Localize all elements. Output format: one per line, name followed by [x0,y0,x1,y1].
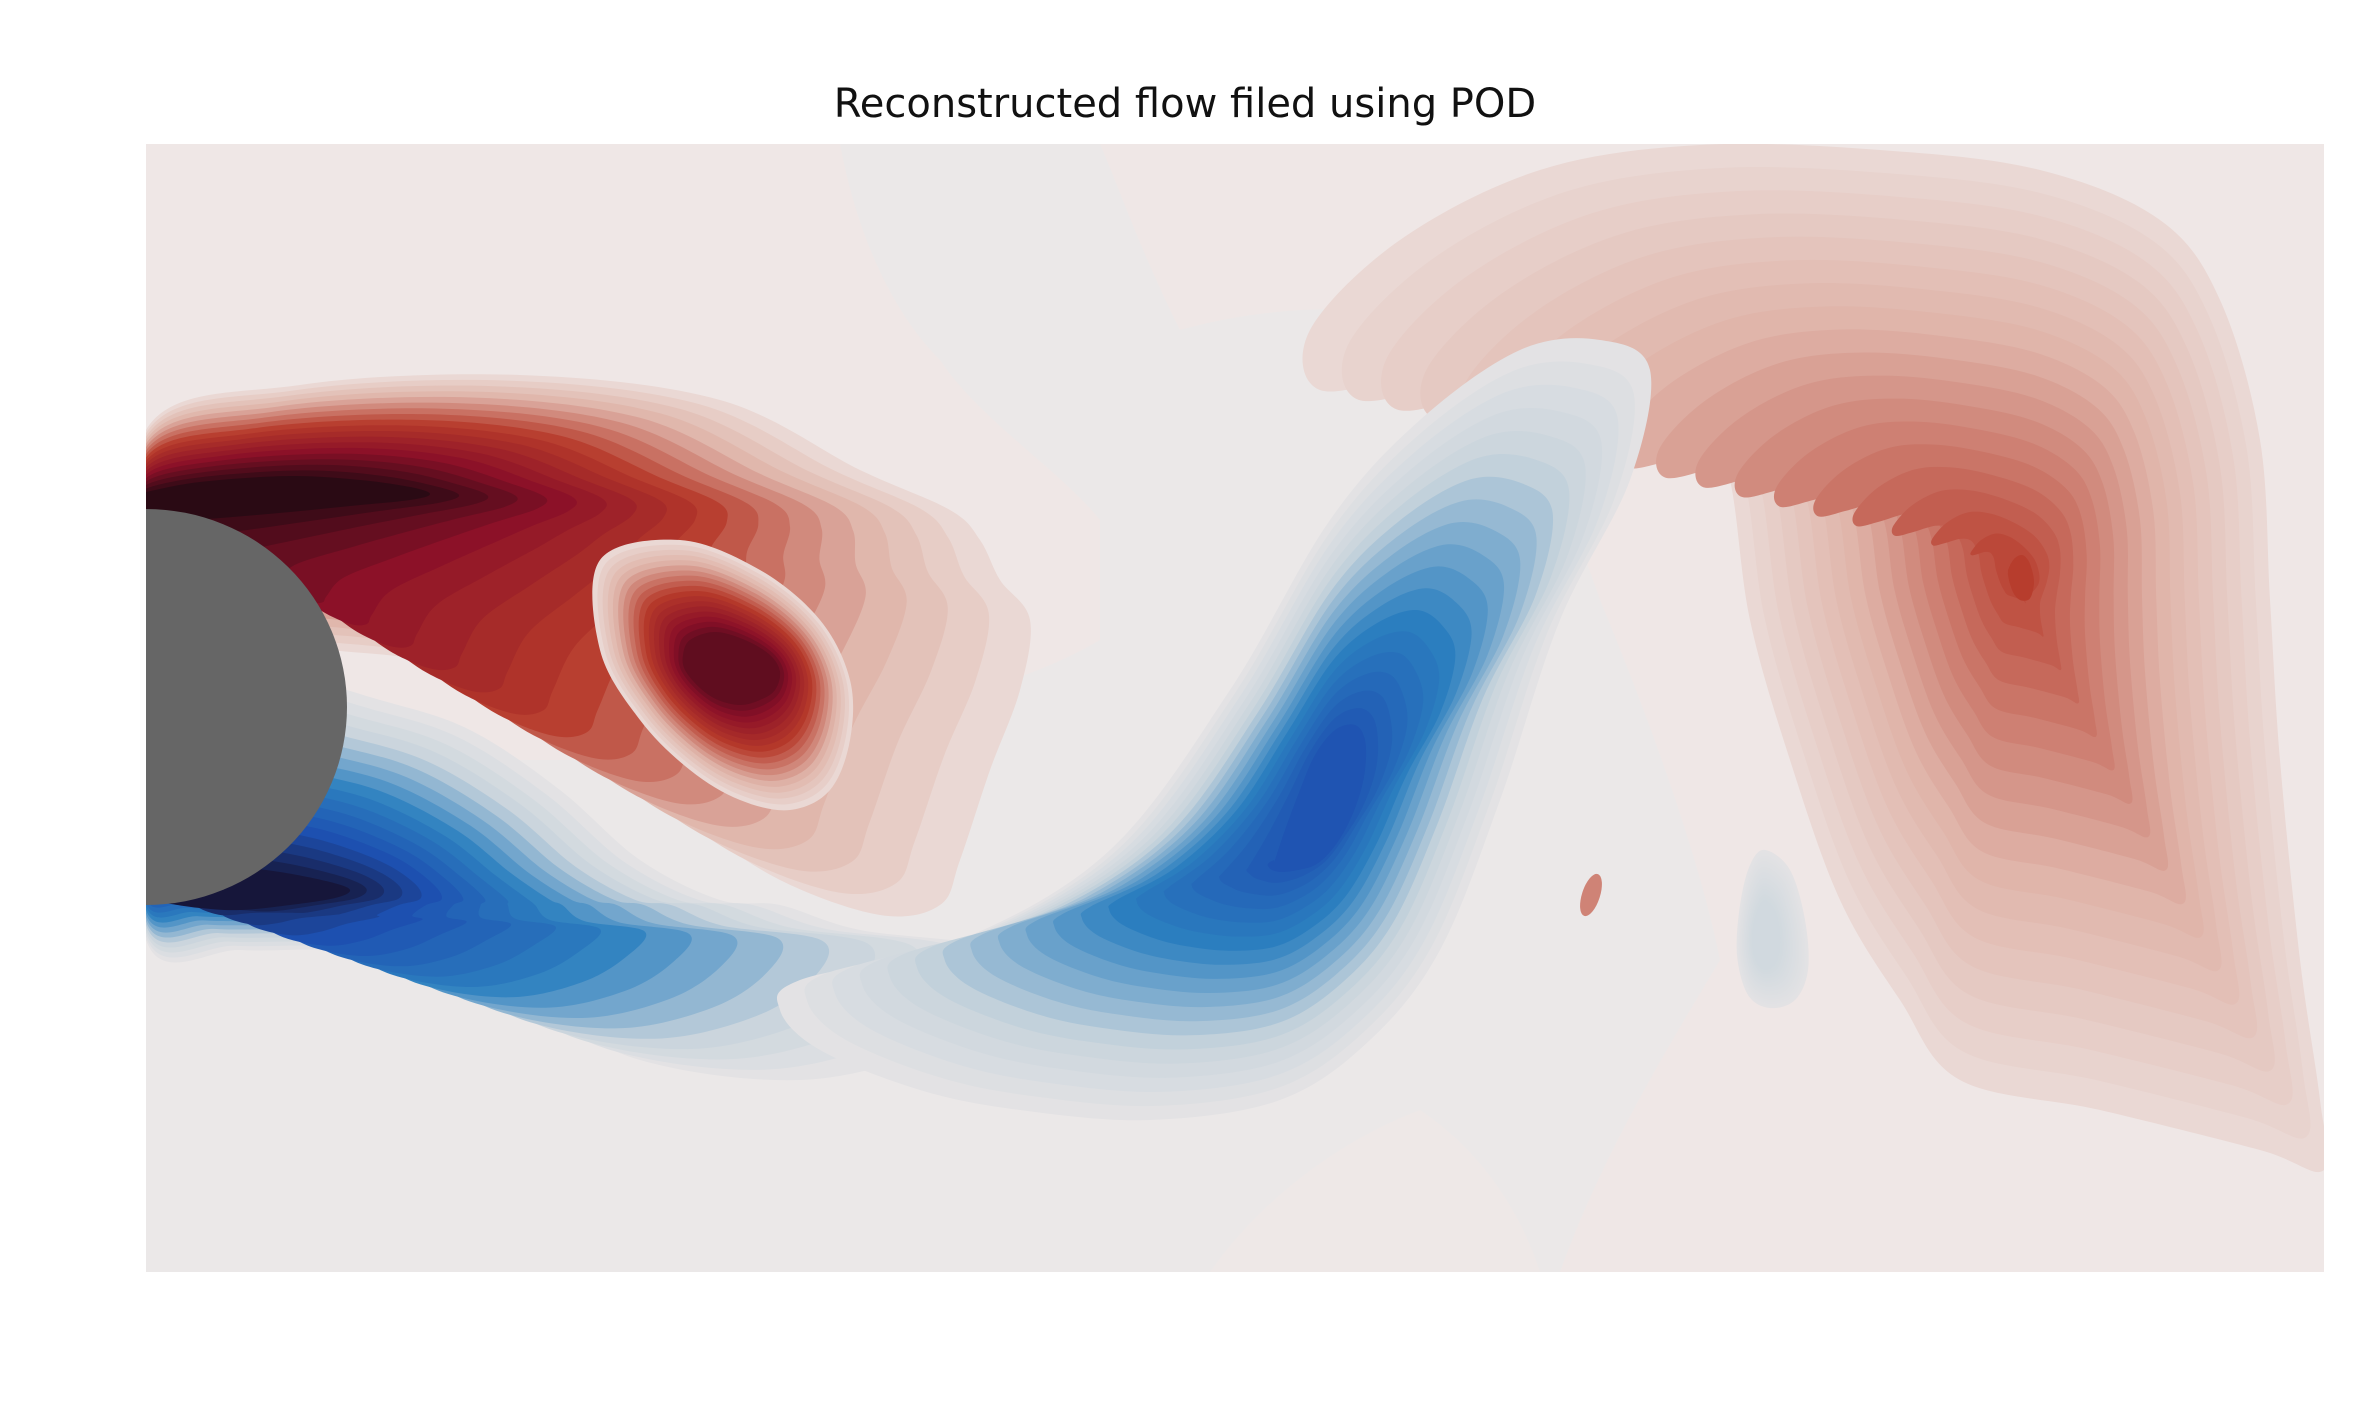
contour-band [1931,511,2050,637]
contour-band [1751,899,1781,971]
plot-area [146,144,2324,1272]
contour-band [1267,724,1367,872]
contour-structure-3 [776,338,1652,1121]
contour-blip [1580,873,1602,917]
contour-band [146,475,430,523]
chart-title: Reconstructed flow filed using POD [833,81,1537,127]
negative-contours [146,338,1809,1121]
contour-structure-5 [1736,849,1809,1009]
contour-band [682,632,781,705]
contour-band [2007,554,2034,601]
faint-positive-region-bottom [1210,1110,1540,1272]
positive-contours [146,144,2324,1172]
contour-structure-1 [592,539,854,811]
cylinder-obstacle [146,509,347,905]
contour-structure-4 [1302,144,2324,1172]
